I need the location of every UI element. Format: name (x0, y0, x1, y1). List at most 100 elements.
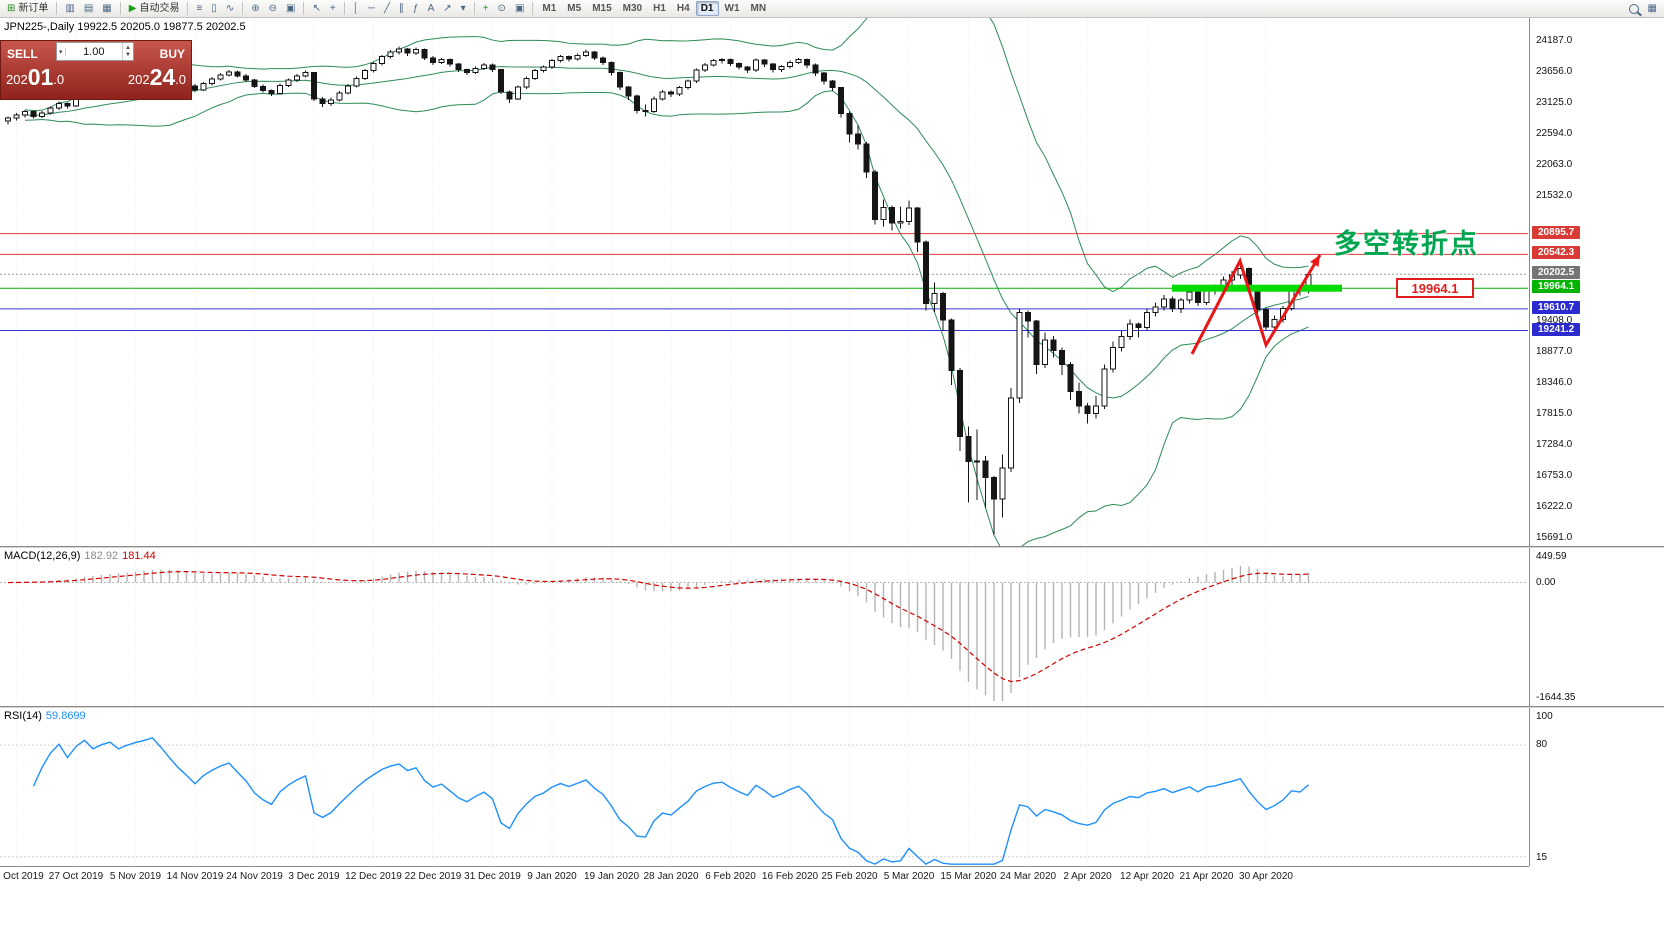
period-dropdown-icon[interactable]: ⊙ (494, 1, 510, 16)
rsi-canvas[interactable] (0, 708, 1528, 866)
date-label: 14 Nov 2019 (166, 871, 224, 882)
bar-chart-icon[interactable]: ≡ (192, 1, 206, 16)
arrow-tool-icon[interactable]: ↗ (439, 1, 455, 16)
macd-main-value: 182.92 (84, 550, 119, 562)
date-label: 6 Feb 2020 (705, 871, 756, 882)
buy-button[interactable]: BUY (136, 41, 191, 63)
date-label: 24 Mar 2020 (999, 871, 1057, 882)
text-tool-icon[interactable]: A (424, 1, 439, 16)
tf-m1[interactable]: M1 (537, 1, 561, 16)
tf-m30[interactable]: M30 (618, 1, 647, 16)
toolbar-separator (532, 2, 534, 15)
tf-h4[interactable]: H4 (672, 1, 695, 16)
trendline-icon[interactable]: ╱ (380, 1, 394, 16)
navigator-icon[interactable]: ▦ (98, 1, 115, 16)
chart-title: JPN225-,Daily 19922.5 20205.0 19877.5 20… (4, 21, 246, 33)
tf-m5[interactable]: M5 (562, 1, 586, 16)
horizontal-line-icon[interactable]: ─ (364, 1, 379, 16)
rsi-pane[interactable]: RSI(14) 59.8699 (0, 708, 1528, 866)
zoom-in-icon[interactable]: ⊕ (247, 1, 263, 16)
tile-windows-icon-glyph: ▣ (285, 2, 296, 14)
market-watch-icon[interactable]: ▥ (61, 1, 78, 16)
rsi-axis-max: 100 (1536, 711, 1553, 722)
tf-d1[interactable]: D1 (695, 1, 719, 16)
new-order-button[interactable]: ⊞ 新订单 (3, 1, 52, 16)
zoom-out-icon[interactable]: ⊖ (265, 1, 281, 16)
lot-spinner: ▲ ▼ (122, 43, 133, 60)
period-dropdown-icon-glyph: ⊙ (497, 2, 506, 14)
cursor-icon[interactable]: ↖ (308, 1, 324, 16)
rsi-axis-level: 80 (1536, 739, 1548, 751)
lot-dropdown-icon[interactable]: ▾ (57, 47, 66, 56)
tile-windows-icon[interactable]: ▣ (282, 1, 299, 16)
tf-mn-label: MN (750, 2, 767, 14)
fibonacci-icon[interactable]: ƒ (409, 1, 423, 16)
macd-signal-value: 181.44 (122, 550, 156, 562)
candlestick-chart-icon[interactable]: ▯ (207, 1, 221, 16)
template-dropdown-icon[interactable]: ▣ (511, 1, 528, 16)
search-icon[interactable] (1625, 1, 1643, 16)
tf-m5-label: M5 (567, 2, 582, 14)
chart-window: JPN225-,Daily 19922.5 20205.0 19877.5 20… (0, 18, 1664, 940)
sell-price-suffix: .0 (53, 72, 65, 87)
lot-spin-down-icon[interactable]: ▼ (125, 51, 131, 58)
rsi-scale: 100 80 15 (1530, 708, 1664, 866)
sell-button[interactable]: SELL (1, 41, 56, 63)
zoom-out-icon-glyph: ⊖ (268, 2, 277, 14)
candlestick-chart-icon-glyph: ▯ (211, 2, 217, 14)
date-label: 18 Oct 2019 (0, 871, 44, 882)
date-label: 19 Jan 2020 (583, 871, 640, 882)
price-flag-label[interactable]: 19964.1 (1396, 278, 1474, 298)
date-label: 31 Dec 2019 (464, 871, 521, 882)
vertical-line-icon[interactable]: │ (349, 1, 363, 16)
crosshair-icon[interactable]: + (326, 1, 340, 16)
macd-scale: 449.59 0.00 -1644.35 (1530, 548, 1664, 706)
data-window-icon[interactable]: ▤ (80, 1, 97, 16)
navigator-icon-glyph: ▦ (102, 2, 112, 14)
buy-price-suffix: .0 (175, 72, 186, 87)
shapes-dropdown-icon[interactable]: ▾ (457, 1, 470, 16)
turning-point-annotation[interactable]: 多空转折点 (1334, 229, 1479, 259)
new-chart-icon[interactable]: ▦ (1644, 1, 1661, 16)
tf-mn[interactable]: MN (746, 1, 772, 16)
pane-separator[interactable] (0, 706, 1664, 708)
toolbar-separator (187, 2, 189, 15)
date-label: 30 Apr 2020 (1239, 871, 1293, 882)
tf-h1[interactable]: H1 (648, 1, 671, 16)
sell-price: 202 01.0 (6, 65, 64, 90)
date-label: 9 Jan 2020 (527, 871, 577, 882)
price-tag: 19964.1 (1532, 280, 1581, 294)
channel-icon-glyph: ∥ (399, 2, 405, 14)
toolbar-separator (303, 2, 305, 15)
macd-name: MACD(12,26,9) (4, 550, 81, 562)
autotrading-button-label: 自动交易 (139, 2, 180, 14)
toolbar-separator (343, 2, 345, 15)
macd-canvas[interactable] (0, 548, 1528, 706)
tf-w1[interactable]: W1 (720, 1, 745, 16)
add-indicator-button[interactable]: + (479, 1, 493, 16)
add-indicator-glyph: + (482, 2, 489, 14)
date-label: 5 Nov 2019 (109, 871, 162, 882)
line-chart-icon[interactable]: ∿ (222, 1, 238, 16)
main-chart-pane[interactable]: JPN225-,Daily 19922.5 20205.0 19877.5 20… (0, 18, 1528, 546)
date-label: 3 Dec 2019 (288, 871, 340, 882)
channel-icon[interactable]: ∥ (395, 1, 408, 16)
price-tick: 21532.0 (1536, 190, 1573, 202)
date-label: 28 Jan 2020 (643, 871, 699, 882)
tf-m15[interactable]: M15 (587, 1, 616, 16)
autotrading-button[interactable]: ▶ 自动交易 (125, 1, 184, 16)
main-price-scale: 24187.0 23656.0 23125.0 22594.0 22063.0 21532… (1530, 18, 1664, 546)
price-tick: 16753.0 (1536, 470, 1573, 482)
shapes-dropdown-icon-glyph: ▾ (460, 2, 466, 14)
price-tick: 19408.0 (1536, 314, 1573, 326)
lot-spin-up-icon[interactable]: ▲ (125, 44, 131, 51)
sell-price-big: 01 (27, 64, 54, 90)
vertical-line-icon-glyph: │ (352, 2, 359, 14)
tf-d1-label: D1 (700, 2, 714, 14)
price-tag: 19241.2 (1532, 322, 1581, 336)
line-chart-icon-glyph: ∿ (225, 2, 235, 14)
pane-separator[interactable] (0, 546, 1664, 548)
main-chart-canvas[interactable] (0, 18, 1528, 546)
lot-size-input[interactable] (65, 45, 123, 58)
macd-pane[interactable]: MACD(12,26,9) 182.92 181.44 (0, 548, 1528, 706)
